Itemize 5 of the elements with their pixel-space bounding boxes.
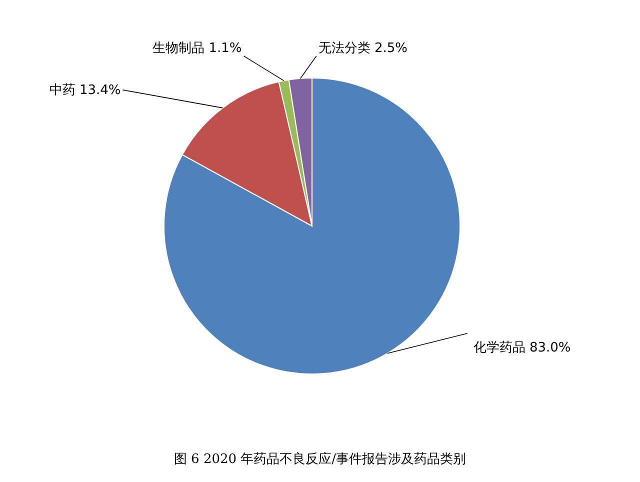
caption: 图 6 2020 年药品不良反应/事件报告涉及药品类别 <box>174 451 466 467</box>
slice-label: 化学药品 83.0% <box>473 340 571 356</box>
slice-label: 无法分类 2.5% <box>318 41 408 56</box>
slice-label: 生物制品 1.1% <box>152 41 242 56</box>
slice-label: 中药 13.4% <box>49 82 121 98</box>
